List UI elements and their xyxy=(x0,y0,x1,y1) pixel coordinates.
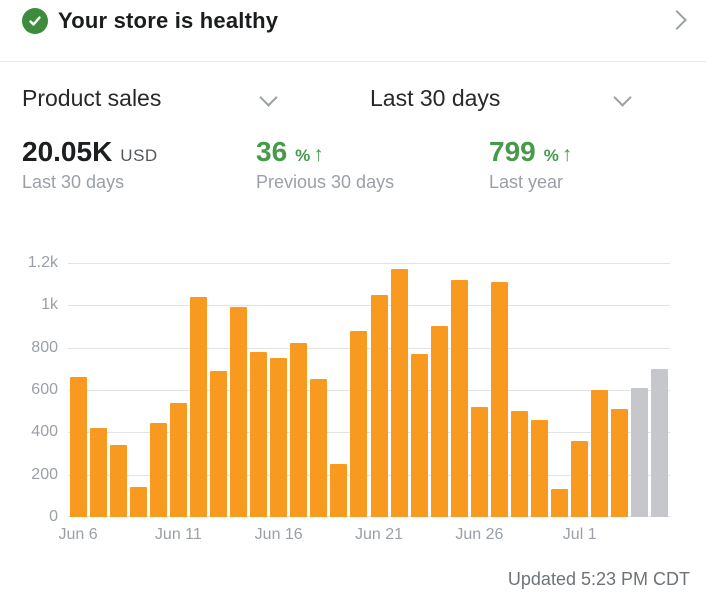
stats-row: 20.05K USD Last 30 days 36 % ↑ Previous … xyxy=(0,136,706,198)
bar xyxy=(69,377,87,517)
y-tick-label: 0 xyxy=(49,508,58,525)
bar xyxy=(631,388,649,517)
y-tick-label: 200 xyxy=(31,465,58,483)
gridline xyxy=(68,263,670,264)
range-dropdown-label: Last 30 days xyxy=(370,85,501,111)
bar xyxy=(250,352,268,517)
metric-dropdown-label: Product sales xyxy=(22,85,162,111)
bar xyxy=(551,489,569,517)
stat-sublabel: Previous 30 days xyxy=(256,172,395,192)
bar xyxy=(490,282,508,517)
y-tick-label: 1k xyxy=(41,296,58,314)
bar xyxy=(189,297,207,517)
header-title: Your store is healthy xyxy=(58,8,279,33)
bar xyxy=(129,487,147,517)
x-tick-label: Jun 16 xyxy=(254,526,303,543)
bar xyxy=(611,409,629,517)
x-tick-label: Jun 6 xyxy=(58,526,98,543)
bar xyxy=(149,423,167,517)
bar xyxy=(511,411,528,517)
arrow-up-icon: ↑ xyxy=(313,143,324,166)
bar xyxy=(89,428,107,517)
x-tick-label: Jun 26 xyxy=(455,526,504,543)
gridline xyxy=(68,390,670,391)
bar xyxy=(290,343,308,517)
range-dropdown[interactable]: Last 30 days xyxy=(370,82,636,114)
bar xyxy=(591,390,609,517)
x-tick-label: Jul 1 xyxy=(562,526,597,543)
y-axis: 1.2k 1k 800 600 400 200 0 xyxy=(0,254,58,525)
percent-sign: % xyxy=(295,146,311,165)
gridline xyxy=(68,305,670,307)
metric-dropdown[interactable]: Product sales xyxy=(22,82,282,114)
chevron-down-icon xyxy=(613,88,632,107)
bar xyxy=(651,369,669,517)
store-health-header[interactable]: Your store is healthy xyxy=(0,0,706,62)
bar xyxy=(430,326,448,517)
gridline xyxy=(68,474,670,476)
chevron-down-icon xyxy=(259,88,278,107)
bar xyxy=(270,358,288,517)
bar xyxy=(571,441,589,517)
x-axis: Jun 6 Jun 11 Jun 16 Jun 21 Jun 26 Jul 1 xyxy=(58,526,670,548)
chevron-right-icon xyxy=(667,10,687,30)
bar xyxy=(330,464,348,517)
plot-area xyxy=(68,263,670,517)
stat-sublabel: Last year xyxy=(489,172,564,192)
bar xyxy=(470,407,488,517)
gridline xyxy=(68,432,670,434)
bar xyxy=(109,445,127,517)
y-tick-label: 800 xyxy=(31,338,58,356)
controls-row: Product sales Last 30 days xyxy=(0,82,706,122)
check-circle-icon xyxy=(22,8,48,34)
bar xyxy=(390,269,408,517)
bar xyxy=(310,379,328,517)
last-updated-text: Updated 5:23 PM CDT xyxy=(507,569,690,589)
stat-vs-last-year: 799 % ↑ Last year xyxy=(489,136,572,193)
arrow-up-icon: ↑ xyxy=(561,143,573,166)
stat-value: 20.05K xyxy=(22,136,113,167)
y-tick-label: 400 xyxy=(31,423,58,441)
gridline xyxy=(68,347,670,349)
x-tick-label: Jun 11 xyxy=(154,526,202,543)
sales-bar-chart: 1.2k 1k 800 600 400 200 0 Jun 6 Jun 11 Jun 16 Jun… xyxy=(0,250,706,550)
gridline xyxy=(68,516,670,517)
stat-value: 799 xyxy=(489,136,536,167)
bar xyxy=(450,280,468,517)
y-tick-label: 1.2k xyxy=(27,254,58,271)
stat-total-sales: 20.05K USD Last 30 days xyxy=(22,136,158,193)
stat-vs-previous-period: 36 % ↑ Previous 30 days xyxy=(256,136,394,193)
y-tick-label: 600 xyxy=(31,381,58,398)
bar xyxy=(230,307,248,517)
bar xyxy=(210,371,227,517)
bar xyxy=(370,295,388,517)
bar xyxy=(350,331,368,517)
x-tick-label: Jun 21 xyxy=(355,526,404,543)
stat-sublabel: Last 30 days xyxy=(22,172,125,192)
stat-value: 36 xyxy=(256,136,288,167)
stat-unit: USD xyxy=(120,146,158,165)
bar xyxy=(531,420,549,517)
percent-sign: % xyxy=(543,146,559,165)
bar xyxy=(169,403,187,517)
bar xyxy=(410,354,428,517)
